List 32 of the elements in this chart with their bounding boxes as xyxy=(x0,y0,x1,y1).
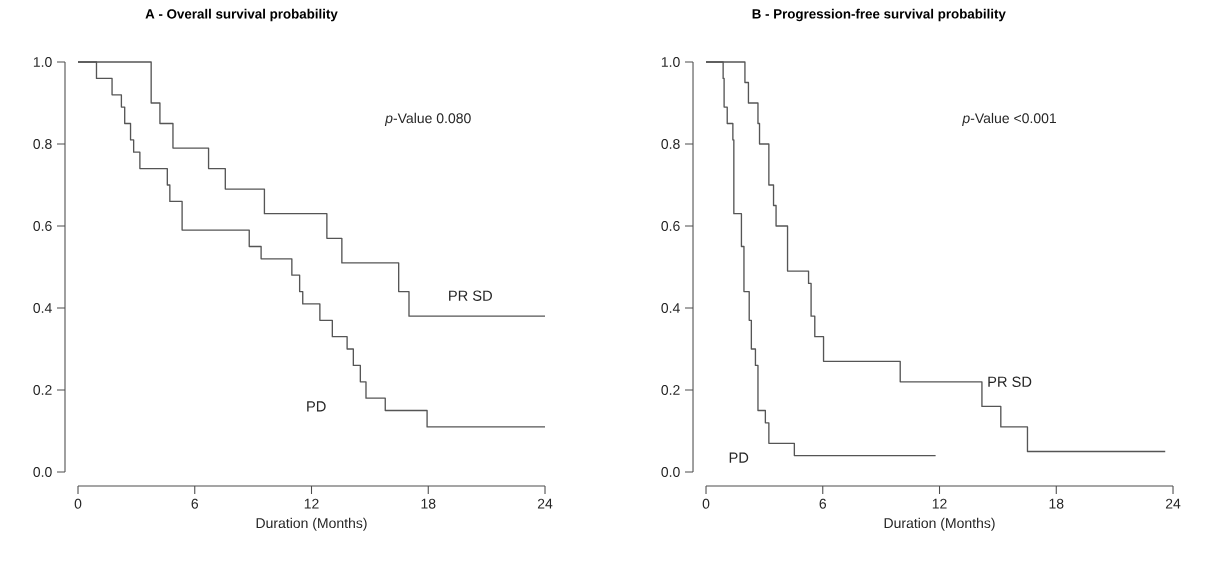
x-tick-label: 6 xyxy=(191,498,199,509)
y-tick-label: 0.8 xyxy=(33,139,52,149)
y-tick-label: 0.0 xyxy=(661,467,680,477)
text: PD xyxy=(307,401,326,412)
x-tick-label: 6 xyxy=(819,498,827,509)
y-tick-label: 0.6 xyxy=(33,221,52,231)
y-tick-label: 0.2 xyxy=(661,385,680,395)
annotation: p-Value 0.080 xyxy=(384,112,471,126)
y-tick-label: 0.0 xyxy=(33,467,52,477)
y-tick-label: 0.6 xyxy=(661,221,680,231)
x-tick-label: 18 xyxy=(421,498,436,509)
x-tick-label: 12 xyxy=(304,498,319,509)
y-tick-label: 0.4 xyxy=(33,303,52,313)
series-label: PR SD xyxy=(988,376,1032,387)
annotation: p-Value <0.001 xyxy=(962,112,1056,126)
y-tick-label: 0.4 xyxy=(661,303,680,313)
x-tick-label: 0 xyxy=(74,498,82,509)
x-axis-title: Duration (Months) xyxy=(884,517,995,531)
x-tick-label: 0 xyxy=(702,498,710,509)
series-label: PD xyxy=(729,452,749,463)
chart-title: B - Progression-free survival probability xyxy=(752,8,1006,22)
x-tick-label: 18 xyxy=(1049,498,1064,509)
x-tick-label: 12 xyxy=(932,498,947,509)
series-label: PR SD xyxy=(449,290,492,301)
y-tick-label: 1.0 xyxy=(33,57,52,67)
y-tick-label: 0.2 xyxy=(33,385,52,395)
chart-title: A - Overall survival probability xyxy=(145,8,338,22)
y-tick-label: 1.0 xyxy=(661,57,680,67)
x-tick-label: 24 xyxy=(1165,498,1181,509)
x-tick-label: 24 xyxy=(537,498,553,509)
x-axis-title: Duration (Months) xyxy=(256,517,367,531)
y-tick-label: 0.8 xyxy=(661,139,680,149)
